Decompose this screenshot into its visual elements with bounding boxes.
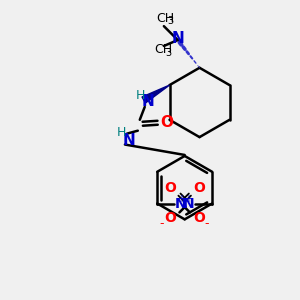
Text: 3: 3: [167, 16, 173, 26]
Text: H: H: [136, 88, 146, 101]
Text: N: N: [122, 133, 135, 148]
Text: O: O: [160, 115, 173, 130]
Text: CH: CH: [154, 44, 172, 56]
Text: N: N: [182, 196, 194, 211]
Text: +: +: [184, 194, 192, 203]
Polygon shape: [142, 85, 170, 103]
Text: O: O: [165, 212, 176, 225]
Text: -: -: [205, 217, 209, 230]
Text: H: H: [116, 126, 126, 139]
Text: O: O: [193, 181, 205, 195]
Text: +: +: [177, 194, 185, 203]
Text: N: N: [171, 31, 184, 46]
Text: CH: CH: [156, 12, 174, 25]
Text: N: N: [141, 94, 154, 110]
Text: N: N: [175, 196, 187, 211]
Text: 3: 3: [165, 48, 171, 58]
Text: O: O: [165, 181, 176, 195]
Text: O: O: [193, 212, 205, 225]
Text: -: -: [159, 217, 164, 230]
